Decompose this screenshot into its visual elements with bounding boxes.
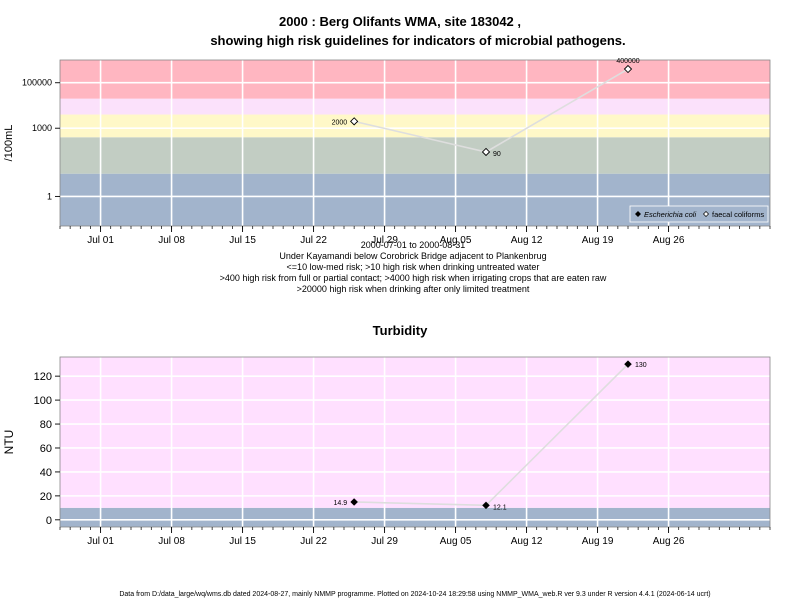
chart-title-line1: 2000 : Berg Olifants WMA, site 183042 ,: [279, 14, 521, 29]
x-tick-label: Jul 15: [229, 235, 256, 246]
x-tick-label: Aug 26: [653, 536, 685, 547]
y-tick-label: 0: [46, 515, 52, 527]
data-label: 14.9: [334, 500, 348, 507]
y-tick-label: 120: [34, 371, 52, 383]
y-tick-label: 100: [34, 395, 52, 407]
turbidity-panel: Jul 01 Jul 08 Jul 15 Jul 22 Jul 29 Aug 05 Aug …: [2, 323, 771, 547]
x-tick-label: Aug 19: [582, 536, 614, 547]
data-point: [350, 117, 359, 126]
risk-band: [60, 98, 770, 115]
data-point: [623, 64, 633, 74]
y-tick-label: 80: [40, 419, 52, 431]
data-point: [481, 147, 491, 157]
y-tick-label: 1000: [32, 123, 52, 133]
y-tick-label: 60: [40, 443, 52, 455]
note-line: >20000 high risk when drinking after onl…: [297, 284, 530, 294]
legend-box: [629, 205, 769, 223]
x-tick-label: Aug 05: [440, 536, 472, 547]
data-point: [482, 501, 490, 510]
x-tick-label: Jul 08: [158, 235, 185, 246]
risk-band: [60, 357, 770, 508]
data-point: [350, 498, 358, 506]
note-line: >400 high risk from full or partial cont…: [220, 273, 607, 283]
data-label: 90: [493, 151, 501, 158]
note-line: <=10 low-med risk; >10 high risk when dr…: [287, 262, 540, 272]
data-label: 130: [635, 362, 647, 369]
x-tick-label: Jul 01: [87, 536, 114, 547]
x-tick-label: Jul 22: [300, 536, 327, 547]
x-tick-label: Jul 29: [371, 536, 398, 547]
y-tick-label: 100000: [22, 78, 52, 88]
data-label: 400000: [616, 58, 639, 65]
legend-label: faecal coliforms: [712, 210, 764, 219]
legend-marker-filled: [635, 211, 641, 217]
footer-text: Data from D:/data_large/wq/wms.db dated …: [119, 591, 710, 598]
legend-label: Escherichia coli: [644, 210, 696, 219]
risk-band: [60, 137, 770, 174]
x-tick-label: Aug 19: [582, 235, 614, 246]
y-tick-label: 1: [47, 191, 52, 201]
x-tick-label: Aug 12: [511, 235, 543, 246]
x-tick-label: Aug 26: [653, 235, 685, 246]
data-label: 12.1: [493, 504, 507, 511]
x-tick-label: Jul 29: [371, 235, 398, 246]
legend-marker-open: [703, 211, 709, 217]
x-tick-label: Aug 12: [511, 536, 543, 547]
risk-band: [60, 114, 770, 138]
x-tick-label: Aug 05: [440, 235, 472, 246]
x-tick-label: Jul 01: [87, 235, 114, 246]
panel-title: Turbidity: [373, 323, 428, 338]
x-tick-label: Jul 08: [158, 536, 185, 547]
data-label: 2000: [332, 119, 348, 126]
note-line: Under Kayamandi below Corobrick Bridge a…: [279, 251, 546, 261]
risk-band: [60, 507, 770, 527]
microbial-panel: Jul 01 Jul 08 Jul 15 Jul 22 Jul 29 Aug 05 Aug …: [3, 58, 771, 246]
risk-band: [60, 60, 770, 99]
y-tick-label: 20: [40, 491, 52, 503]
chart-title-line2: showing high risk guidelines for indicat…: [210, 33, 625, 48]
x-tick-label: Jul 15: [229, 536, 256, 547]
legend: Escherichia coli faecal coliforms: [629, 205, 769, 223]
note-line: 2000-07-01 to 2000-08-31: [361, 240, 466, 250]
x-tick-label: Jul 22: [300, 235, 327, 246]
y-axis-label: /100mL: [3, 125, 15, 162]
y-tick-label: 40: [40, 467, 52, 479]
y-axis-label: NTU: [2, 430, 16, 455]
data-point: [624, 360, 632, 369]
